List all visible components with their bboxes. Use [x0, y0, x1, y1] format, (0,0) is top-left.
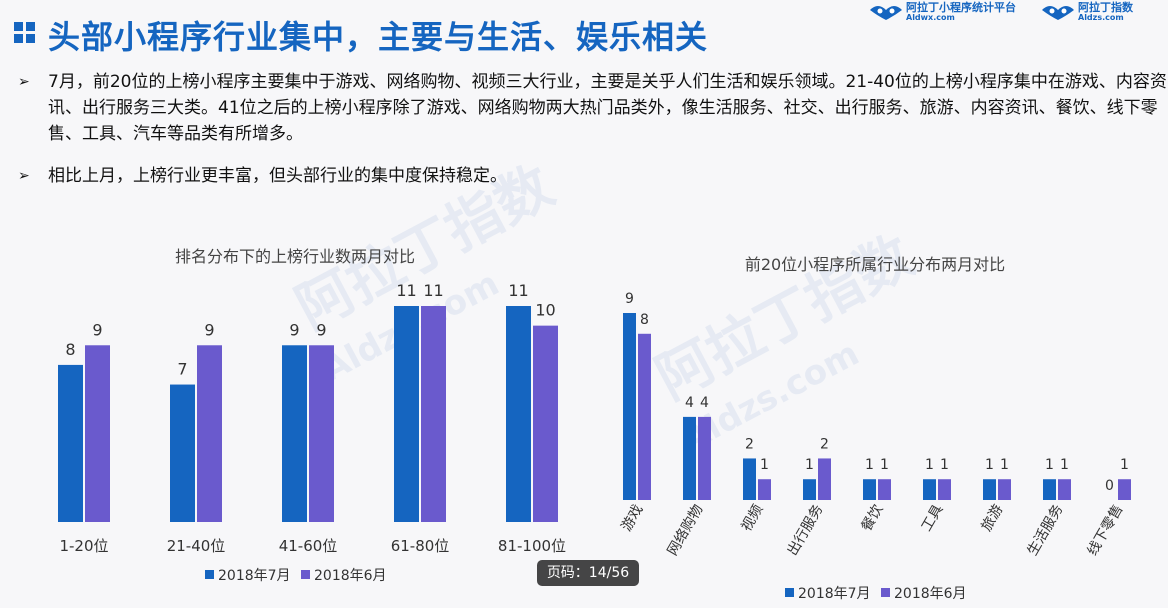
aladdin-logo-icon [870, 6, 902, 20]
chart-1-value-1-4: 11 [396, 281, 416, 300]
chart-2-category-9: 线下零售 [1085, 502, 1127, 558]
chart-1-bar-2-3 [309, 345, 334, 522]
logo-aldwx-name: 阿拉丁小程序统计平台 [906, 1, 1016, 15]
chart-1-category-1: 1-20位 [59, 537, 108, 555]
chart-1-bar-2-2 [197, 345, 222, 522]
chart-2-legend-label-2: 2018年6月 [894, 586, 967, 602]
chart-1-bar-1-2 [170, 384, 195, 522]
logo-aldwx-domain: Aldwx.com [906, 12, 955, 22]
chart-1-value-2-2: 9 [204, 320, 214, 339]
chart-1-value-1-1: 8 [65, 340, 75, 359]
chart-1-legend-swatch-1 [205, 570, 214, 579]
chart-2-bar-2-4 [818, 458, 831, 500]
chart-2-bar-1-6 [923, 479, 936, 500]
chart-2-category-7: 旅游 [979, 502, 1007, 534]
chart-1-category-3: 41-60位 [279, 537, 338, 555]
chart-2-value-1-6: 1 [925, 457, 934, 473]
chart-2-value-1-9: 0 [1105, 478, 1114, 494]
chart-2-value-1-1: 9 [625, 291, 634, 307]
chart-1-value-2-1: 9 [92, 320, 102, 339]
chart-2-bar-1-1 [623, 313, 636, 500]
logo-aldzs-name: 阿拉丁指数 [1078, 1, 1133, 15]
chart-1-legend-label-2: 2018年6月 [314, 568, 387, 584]
chart-1-value-2-5: 10 [535, 301, 555, 320]
chart-1-title: 排名分布下的上榜行业数两月对比 [175, 247, 415, 266]
chart-1-legend-swatch-2 [301, 570, 310, 579]
chart-2-title: 前20位小程序所属行业分布两月对比 [745, 255, 1005, 274]
chart-2-bar-1-5 [863, 479, 876, 500]
chart-1-value-2-3: 9 [316, 320, 326, 339]
chart-2-value-1-7: 1 [985, 457, 994, 473]
bullet-arrow-icon: ➢ [18, 168, 30, 184]
chart-1-bar-1-1 [58, 364, 83, 522]
grid-icon [14, 22, 36, 44]
chart-2-value-2-6: 1 [940, 457, 949, 473]
chart-2-bar-1-3 [743, 458, 756, 500]
chart-2-bar-2-9 [1118, 479, 1131, 500]
chart-2-bar-1-4 [803, 479, 816, 500]
chart-1-value-1-2: 7 [177, 360, 187, 379]
chart-1-bar-2-1 [85, 345, 110, 522]
chart-2-legend-label-1: 2018年7月 [798, 586, 871, 602]
chart-1-bar-1-3 [282, 345, 307, 522]
chart-2-legend-swatch-2 [881, 588, 890, 597]
chart-1-bar-2-4 [421, 306, 446, 522]
chart-2-bar-2-7 [998, 479, 1011, 500]
page-badge: 页码：14/56 [537, 560, 639, 586]
slide-title: 头部小程序行业集中，主要与生活、娱乐相关 [48, 18, 709, 56]
chart-1-category-4: 61-80位 [391, 537, 450, 555]
chart-2-value-2-5: 1 [880, 457, 889, 473]
chart-2-value-1-2: 4 [685, 395, 694, 411]
chart-1-legend-label-1: 2018年7月 [218, 568, 291, 584]
chart-2-value-1-3: 2 [745, 436, 754, 452]
chart-2-bar-1-8 [1043, 479, 1056, 500]
chart-2-category-2: 网络购物 [665, 502, 707, 558]
bullet-2-text: 相比上月，上榜行业更丰富，但头部行业的集中度保持稳定。 [48, 166, 507, 186]
chart-2-bar-1-2 [683, 416, 696, 500]
chart-2-bar-2-3 [758, 479, 771, 500]
logo-aldzs: 阿拉丁指数 Aldzs.com [1040, 2, 1133, 22]
chart-2-bar-2-6 [938, 479, 951, 500]
chart-1-value-1-3: 9 [289, 320, 299, 339]
chart-1-value-2-4: 11 [423, 281, 443, 300]
logo-aldwx: 阿拉丁小程序统计平台 Aldwx.com [868, 2, 1016, 22]
logo-aldzs-domain: Aldzs.com [1078, 12, 1124, 22]
chart-2-bar-2-2 [698, 416, 711, 500]
chart-2-value-2-2: 4 [700, 395, 709, 411]
chart-2-bar-2-5 [878, 479, 891, 500]
chart-1-bar-1-5 [506, 306, 531, 522]
chart-2-value-2-8: 1 [1060, 457, 1069, 473]
chart-2-value-2-7: 1 [1000, 457, 1009, 473]
chart-1-bar-2-5 [533, 325, 558, 522]
chart-2-value-1-5: 1 [865, 457, 874, 473]
chart-1-category-2: 21-40位 [167, 537, 226, 555]
chart-2-value-2-3: 1 [760, 457, 769, 473]
chart-2-bar-2-8 [1058, 479, 1071, 500]
chart-2-value-1-8: 1 [1045, 457, 1054, 473]
chart-2-value-2-9: 1 [1120, 457, 1129, 473]
chart-2-category-5: 餐饮 [859, 502, 887, 534]
chart-2-value-2-4: 2 [820, 436, 829, 452]
chart-1-value-1-5: 11 [508, 281, 528, 300]
chart-1-bar-1-4 [394, 306, 419, 522]
chart-2-value-2-1: 8 [640, 312, 649, 328]
chart-2-category-6: 工具 [919, 502, 947, 534]
chart-2-bar-1-7 [983, 479, 996, 500]
bullet-arrow-icon: ➢ [18, 74, 30, 90]
chart-1-category-5: 81-100位 [498, 537, 566, 555]
chart-2-category-3: 视频 [739, 502, 767, 534]
aladdin-logo-icon [1042, 6, 1074, 20]
chart-2-value-1-4: 1 [805, 457, 814, 473]
chart-2-bar-2-1 [638, 333, 651, 500]
chart-2-category-4: 出行服务 [785, 502, 827, 558]
chart-2-category-8: 生活服务 [1025, 502, 1067, 558]
bullet-1-text: 7月，前20位的上榜小程序主要集中于游戏、网络购物、视频三大行业，主要是关乎人们… [48, 72, 1167, 144]
chart-2-legend-swatch-1 [785, 588, 794, 597]
chart-2-category-1: 游戏 [619, 502, 647, 534]
